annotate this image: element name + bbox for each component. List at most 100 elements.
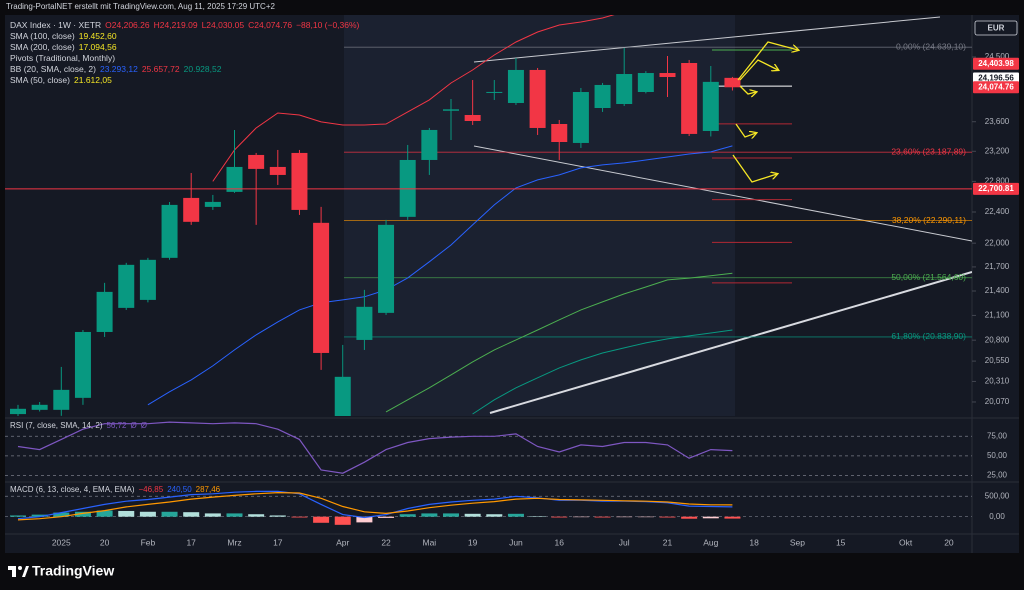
y-tick-label: 22,400 — [985, 207, 1010, 216]
macd-histogram-bar — [486, 514, 503, 517]
indicator-line — [212, 15, 615, 182]
candle-body — [551, 124, 568, 143]
legend-name: SMA (50, close) — [10, 75, 70, 85]
candle-body — [334, 376, 351, 416]
macd-histogram-bar — [572, 516, 589, 518]
y-tick-label: 23,200 — [985, 146, 1010, 155]
arrow — [737, 41, 798, 81]
fib-label: 50,00% (21.564,60) — [891, 272, 966, 282]
x-tick-label: 22 — [381, 537, 391, 547]
candle-body — [637, 73, 654, 93]
macd-line — [17, 490, 733, 520]
legend-name: DAX Index · 1W · XETR — [10, 20, 102, 30]
candle-body — [724, 77, 741, 88]
candle-body — [681, 63, 698, 134]
x-tick-label: 17 — [186, 537, 196, 547]
y-tick-label: 20,550 — [985, 356, 1010, 365]
macd-histogram-bar — [507, 513, 524, 517]
x-tick-label: 20 — [944, 537, 954, 547]
legend-row: BB (20, SMA, close, 2) 23.293,12 25.657,72… — [10, 64, 363, 75]
y-tick-label: 20,070 — [985, 397, 1010, 406]
x-tick-label: Feb — [141, 537, 156, 547]
price-tag-label: 22,700.81 — [978, 184, 1014, 193]
candle-body — [378, 224, 395, 313]
macd-histogram-bar — [118, 510, 135, 517]
rsi-readout: 56,72 — [106, 421, 127, 430]
arrow — [732, 154, 777, 183]
macd-histogram-bar — [421, 513, 438, 517]
trend-line — [473, 145, 972, 242]
macd-histogram-bar — [31, 514, 48, 517]
x-tick-label: 15 — [836, 537, 846, 547]
macd-histogram-bar — [529, 516, 546, 517]
signal-line — [17, 491, 733, 521]
price-tag-label: 24,196.56 — [978, 74, 1014, 83]
legend-value: C24,074.76 — [248, 20, 293, 30]
trend-line — [489, 271, 972, 414]
legend-value: O24,206.26 — [105, 20, 150, 30]
macd-histogram-bar — [226, 513, 243, 517]
x-tick-label: Mai — [422, 537, 436, 547]
arrow — [739, 85, 756, 94]
x-tick-label: 19 — [468, 537, 478, 547]
candle-body — [204, 201, 221, 207]
macd-histogram-bar — [702, 516, 719, 519]
macd-histogram-bar — [443, 513, 459, 517]
forecast-arrows — [732, 41, 798, 183]
x-tick-label: Mrz — [227, 537, 241, 547]
macd-histogram-bar — [10, 515, 26, 517]
y-tick-label: 20,310 — [985, 377, 1010, 386]
fib-label: 0,00% (24.639,10) — [896, 41, 966, 51]
currency[interactable]: EUR — [988, 24, 1005, 33]
y-tick-label: 25,00 — [987, 471, 1008, 480]
y-tick-label: 75,00 — [987, 431, 1008, 440]
axes: 2025 20 Feb 17 Mrz 17 Apr 22 Mai 19 Jun 16 Jul 21 Aug 1… — [52, 52, 1019, 547]
price-tag-label: 24,074.76 — [978, 82, 1014, 91]
x-tick-label: Okt — [899, 537, 913, 547]
logo-shape — [22, 566, 29, 577]
arrow — [735, 123, 756, 137]
macd-histogram-bar — [334, 516, 351, 525]
x-tick-label: 2025 — [52, 537, 71, 547]
macd-histogram-bar — [399, 514, 416, 517]
macd-readout: −46,85 — [138, 485, 164, 494]
legend-value: 25.657,72 — [141, 64, 180, 74]
main-pane: 0,00% (24.639,10) 23,60% (23.187,89) 38,20… — [5, 15, 972, 416]
candle-body — [183, 197, 200, 222]
price-tag — [973, 182, 1019, 195]
x-tick-label: 17 — [273, 537, 283, 547]
currency-box[interactable] — [974, 20, 1018, 36]
candle-body — [53, 389, 70, 410]
y-tick-label: 0,00 — [989, 512, 1005, 521]
macd-histogram-bar — [96, 510, 113, 517]
legend-value: 23.293,12 — [99, 64, 138, 74]
legend-value: −88,10 (−0,36%) — [296, 20, 360, 30]
macd-readout: 287,46 — [195, 485, 221, 494]
fib-label: 38,20% (22.290,11) — [892, 215, 966, 225]
rsi-line — [17, 421, 733, 474]
candle-body — [399, 159, 416, 217]
indicator-line — [147, 145, 733, 406]
legend: DAX Index · 1W · XETR O24,206.26 H24,219.0… — [10, 20, 363, 86]
price-tag-label: 24,403.98 — [978, 59, 1014, 68]
macd-histogram-bar — [616, 516, 633, 518]
candle-body — [594, 84, 611, 109]
legend-row: SMA (100, close) 19.452,60 — [10, 31, 363, 42]
macd-histogram-bar — [637, 516, 654, 518]
macd-histogram-bar — [551, 516, 568, 518]
legend-value: H24,219.09 — [153, 20, 198, 30]
y-tick-label: 23,600 — [985, 117, 1010, 126]
candle-body — [486, 91, 503, 93]
legend-row: Pivots (Traditional, Monthly) — [10, 53, 363, 64]
legend-name: BB (20, SMA, close, 2) — [10, 64, 96, 74]
macd-histogram-bar — [659, 516, 676, 518]
rsi-readout: Ø — [140, 421, 147, 430]
macd-histogram-bar — [378, 516, 395, 518]
legend-value: 19.452,60 — [78, 31, 117, 41]
x-tick-label: 16 — [555, 537, 565, 547]
macd-histogram-bar — [139, 511, 156, 517]
candle-body — [248, 154, 265, 169]
candle-body — [421, 129, 438, 160]
rsi-pane — [5, 421, 972, 476]
